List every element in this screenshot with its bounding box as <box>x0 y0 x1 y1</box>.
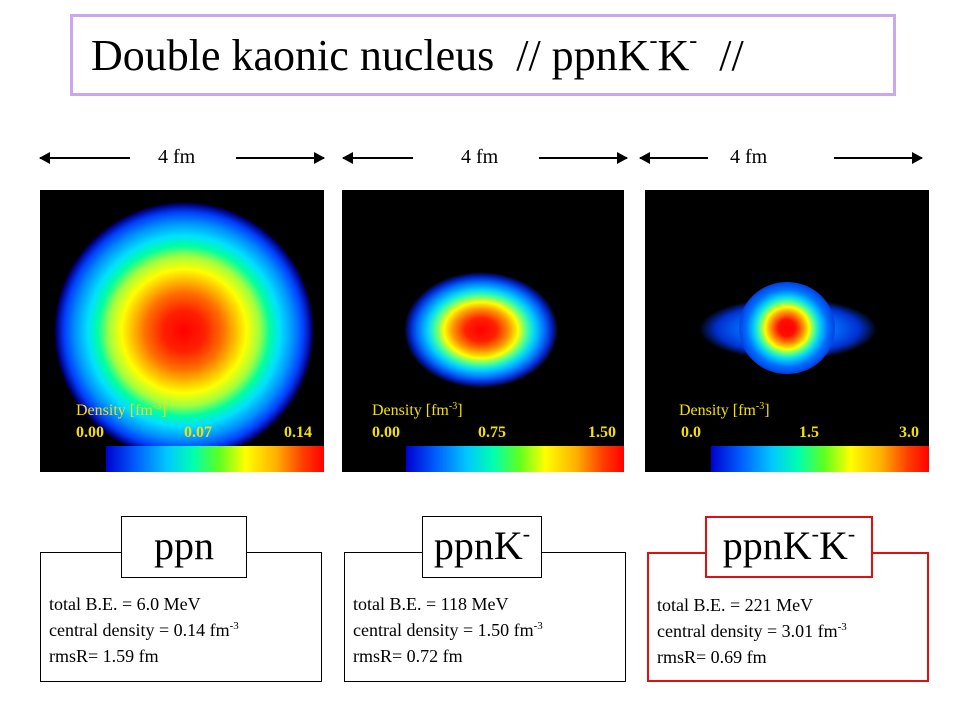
system-label-ppnkk: ppnK-K- <box>705 516 873 578</box>
colorbar <box>406 446 624 472</box>
rms-radius: rmsR= 0.72 fm <box>353 646 463 666</box>
title-superscript: - <box>649 28 658 54</box>
tick-max: 3.0 <box>899 424 919 441</box>
central-density: central density = 1.50 fm-3 <box>353 620 543 640</box>
density-plot-ppn: Density [fm-3] 0.00 0.07 0.14 <box>40 190 324 472</box>
left-arrow-icon <box>639 152 708 164</box>
rms-radius: rmsR= 0.69 fm <box>657 647 767 667</box>
density-label: Density [fm-3] <box>372 401 463 420</box>
density-distribution <box>404 272 558 388</box>
scale-label: 4 fm <box>461 146 499 168</box>
density-distribution <box>54 202 314 460</box>
slide-title: Double kaonic nucleus // ppnK-K- // <box>91 28 744 81</box>
tick-mid: 0.75 <box>478 424 506 441</box>
binding-energy: total B.E. = 6.0 MeV <box>49 594 201 614</box>
title-end: // <box>719 31 744 80</box>
title-main: Double kaonic nucleus <box>91 31 495 80</box>
rms-radius: rmsR= 1.59 fm <box>49 646 159 666</box>
left-arrow-icon <box>39 152 130 164</box>
tick-mid: 1.5 <box>799 424 819 441</box>
title-formula: // ppnK <box>516 31 650 80</box>
tick-min: 0.00 <box>372 424 400 441</box>
tick-mid: 0.07 <box>184 424 212 441</box>
right-arrow-icon <box>236 152 325 164</box>
system-label-ppnk: ppnK- <box>422 516 542 578</box>
right-arrow-icon <box>834 152 923 164</box>
right-arrow-icon <box>539 152 628 164</box>
scale-indicator-2: 4 fm <box>342 146 628 168</box>
title-box: Double kaonic nucleus // ppnK-K- // <box>70 14 896 96</box>
scale-label: 4 fm <box>730 146 768 168</box>
tick-min: 0.00 <box>76 424 104 441</box>
colorbar <box>711 446 929 472</box>
scale-indicator-3: 4 fm <box>639 146 923 168</box>
title-formula-k: K <box>657 31 690 80</box>
central-density: central density = 3.01 fm-3 <box>657 621 847 641</box>
scale-indicator-1: 4 fm <box>39 146 325 168</box>
left-arrow-icon <box>342 152 413 164</box>
density-distribution <box>739 282 835 374</box>
tick-max: 0.14 <box>284 424 312 441</box>
density-label: Density [fm-3] <box>76 401 167 420</box>
binding-energy: total B.E. = 221 MeV <box>657 595 814 615</box>
density-label: Density [fm-3] <box>679 401 770 420</box>
central-density: central density = 0.14 fm-3 <box>49 620 239 640</box>
tick-min: 0.0 <box>681 424 701 441</box>
tick-max: 1.50 <box>588 424 616 441</box>
density-plot-ppnkk: Density [fm-3] 0.0 1.5 3.0 <box>645 190 929 472</box>
scale-label: 4 fm <box>158 146 196 168</box>
binding-energy: total B.E. = 118 MeV <box>353 594 509 614</box>
density-plot-ppnk: Density [fm-3] 0.00 0.75 1.50 <box>342 190 624 472</box>
colorbar <box>106 446 324 472</box>
title-superscript: - <box>689 28 698 54</box>
system-label-ppn: ppn <box>121 516 247 578</box>
